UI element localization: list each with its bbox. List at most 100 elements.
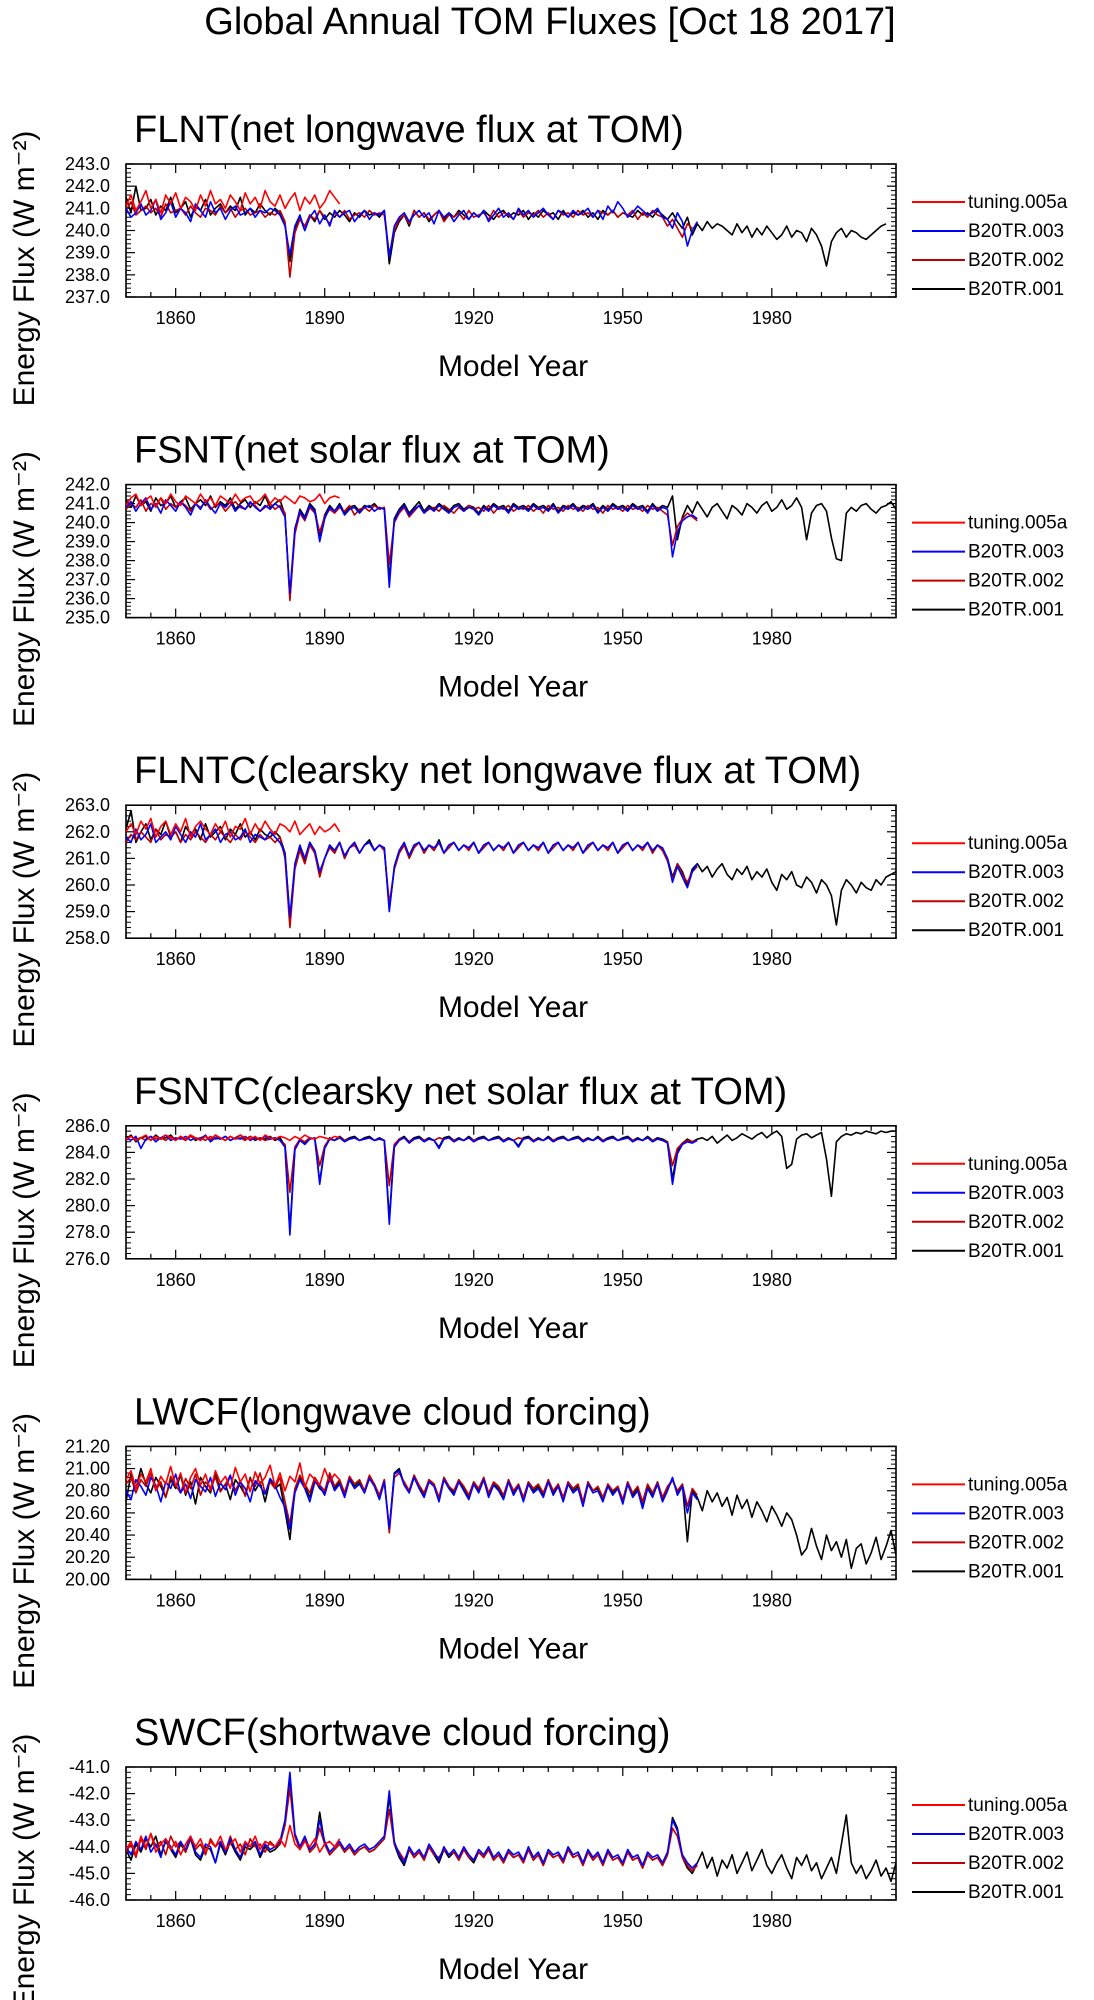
- series-line-tuning-005a: [126, 817, 341, 838]
- legend-item: B20TR.002: [912, 1853, 1064, 1874]
- legend-item: B20TR.003: [912, 1824, 1064, 1845]
- x-tick-label: 1950: [603, 308, 643, 328]
- x-tick-label: 1860: [156, 1590, 196, 1610]
- legend-label: B20TR.001: [968, 1241, 1064, 1262]
- legend-item: tuning.005a: [912, 192, 1068, 213]
- legend-item: B20TR.003: [912, 542, 1064, 563]
- legend-item: B20TR.001: [912, 920, 1064, 941]
- legend-item: B20TR.001: [912, 279, 1064, 300]
- x-tick-label: 1980: [752, 1270, 792, 1290]
- y-tick-label: 242.0: [65, 176, 110, 196]
- legend-item: tuning.005a: [912, 513, 1068, 534]
- series-line-tuning-005a: [126, 1462, 341, 1494]
- y-tick-label: 239.0: [65, 243, 110, 263]
- legend-label: B20TR.001: [968, 1561, 1064, 1582]
- x-tick-label: 1890: [305, 308, 345, 328]
- series-line-b20tr-001: [126, 185, 887, 267]
- legend-label: B20TR.003: [968, 1503, 1064, 1524]
- series-line-b20tr-001: [126, 1467, 896, 1570]
- y-axis-label: Energy Flux (W m⁻²): [8, 1413, 41, 1689]
- y-tick-label: 238.0: [65, 265, 110, 285]
- x-tick-label: 1980: [752, 1590, 792, 1610]
- series-line-tuning-005a: [126, 1824, 341, 1856]
- y-tick-label: 21.20: [65, 1436, 110, 1456]
- x-axis-label: Model Year: [438, 350, 588, 383]
- panel-title: SWCF(shortwave cloud forcing): [134, 1712, 670, 1754]
- y-axis-label: Energy Flux (W m⁻²): [8, 1734, 41, 2000]
- legend-label: B20TR.002: [968, 1853, 1064, 1874]
- x-tick-label: 1890: [305, 629, 345, 649]
- legend-item: B20TR.003: [912, 221, 1064, 242]
- plot-frame: [125, 1445, 897, 1581]
- y-tick-label: 260.0: [65, 875, 110, 895]
- plot-frame: [125, 1125, 897, 1260]
- legend-label: B20TR.003: [968, 862, 1064, 883]
- x-tick-label: 1860: [156, 949, 196, 969]
- series-line-b20tr-003: [126, 1134, 698, 1236]
- y-tick-label: 242.0: [65, 475, 110, 495]
- series-line-b20tr-001: [126, 495, 896, 600]
- x-tick-label: 1890: [305, 1270, 345, 1290]
- series-line-b20tr-003: [126, 198, 698, 258]
- x-tick-label: 1860: [156, 629, 196, 649]
- x-tick-label: 1920: [454, 1590, 494, 1610]
- y-tick-label: 20.80: [65, 1481, 110, 1501]
- legend-item: B20TR.002: [912, 1532, 1064, 1553]
- x-tick-label: 1950: [603, 1270, 643, 1290]
- x-axis-label: Model Year: [438, 1632, 588, 1665]
- y-tick-label: 243.0: [65, 154, 110, 174]
- series-line-b20tr-003: [126, 1771, 698, 1869]
- legend-label: B20TR.003: [968, 1183, 1064, 1204]
- x-tick-label: 1860: [156, 1911, 196, 1931]
- y-tick-label: 20.20: [65, 1547, 110, 1567]
- y-tick-label: 282.0: [65, 1169, 110, 1189]
- x-tick-label: 1860: [156, 1270, 196, 1290]
- series-line-b20tr-003: [126, 497, 698, 594]
- legend-label: B20TR.001: [968, 279, 1064, 300]
- series-line-tuning-005a: [126, 189, 341, 214]
- y-tick-label: 235.0: [65, 608, 110, 628]
- x-tick-label: 1920: [454, 1911, 494, 1931]
- figure-title: Global Annual TOM Fluxes [Oct 18 2017]: [204, 1, 895, 43]
- legend-item: B20TR.003: [912, 862, 1064, 883]
- legend-label: tuning.005a: [968, 1474, 1068, 1495]
- series-line-b20tr-001: [126, 1776, 896, 1883]
- x-axis-label: Model Year: [438, 1953, 588, 1986]
- series-line-b20tr-001: [126, 1130, 896, 1231]
- x-tick-label: 1980: [752, 308, 792, 328]
- legend-item: B20TR.002: [912, 891, 1064, 912]
- y-tick-label: 241.0: [65, 494, 110, 514]
- y-axis-label: Energy Flux (W m⁻²): [8, 1092, 41, 1368]
- panel-title: LWCF(longwave cloud forcing): [134, 1391, 651, 1433]
- panel-title: FLNTC(clearsky net longwave flux at TOM): [134, 750, 861, 792]
- x-tick-label: 1890: [305, 1590, 345, 1610]
- y-tick-label: 20.00: [65, 1569, 110, 1589]
- y-tick-label: 263.0: [65, 795, 110, 815]
- x-tick-label: 1950: [603, 1590, 643, 1610]
- y-tick-label: 20.40: [65, 1525, 110, 1545]
- y-tick-label: 236.0: [65, 589, 110, 609]
- legend-item: B20TR.003: [912, 1503, 1064, 1524]
- series-line-b20tr-003: [126, 1470, 698, 1531]
- x-tick-label: 1980: [752, 1911, 792, 1931]
- x-axis-label: Model Year: [438, 1312, 588, 1345]
- y-tick-label: 240.0: [65, 513, 110, 533]
- legend-label: B20TR.001: [968, 920, 1064, 941]
- legend-label: tuning.005a: [968, 1795, 1068, 1816]
- legend-label: B20TR.003: [968, 1824, 1064, 1845]
- series-line-tuning-005a: [126, 1134, 340, 1142]
- plot-frame: [125, 483, 897, 619]
- legend-label: B20TR.003: [968, 221, 1064, 242]
- y-tick-label: 259.0: [65, 902, 110, 922]
- plot-frame: [125, 1766, 897, 1901]
- y-axis-label: Energy Flux (W m⁻²): [8, 772, 41, 1048]
- y-tick-label: -43.0: [69, 1810, 110, 1830]
- legend-label: B20TR.002: [968, 571, 1064, 592]
- legend-label: B20TR.002: [968, 891, 1064, 912]
- x-tick-label: 1860: [156, 308, 196, 328]
- y-axis-label: Energy Flux (W m⁻²): [8, 451, 41, 727]
- legend-item: B20TR.001: [912, 1882, 1064, 1903]
- y-tick-label: -41.0: [69, 1757, 110, 1777]
- legend-item: B20TR.001: [912, 1561, 1064, 1582]
- chart-panel-4: FSNTC(clearsky net solar flux at TOM) Ene…: [8, 1071, 1068, 1368]
